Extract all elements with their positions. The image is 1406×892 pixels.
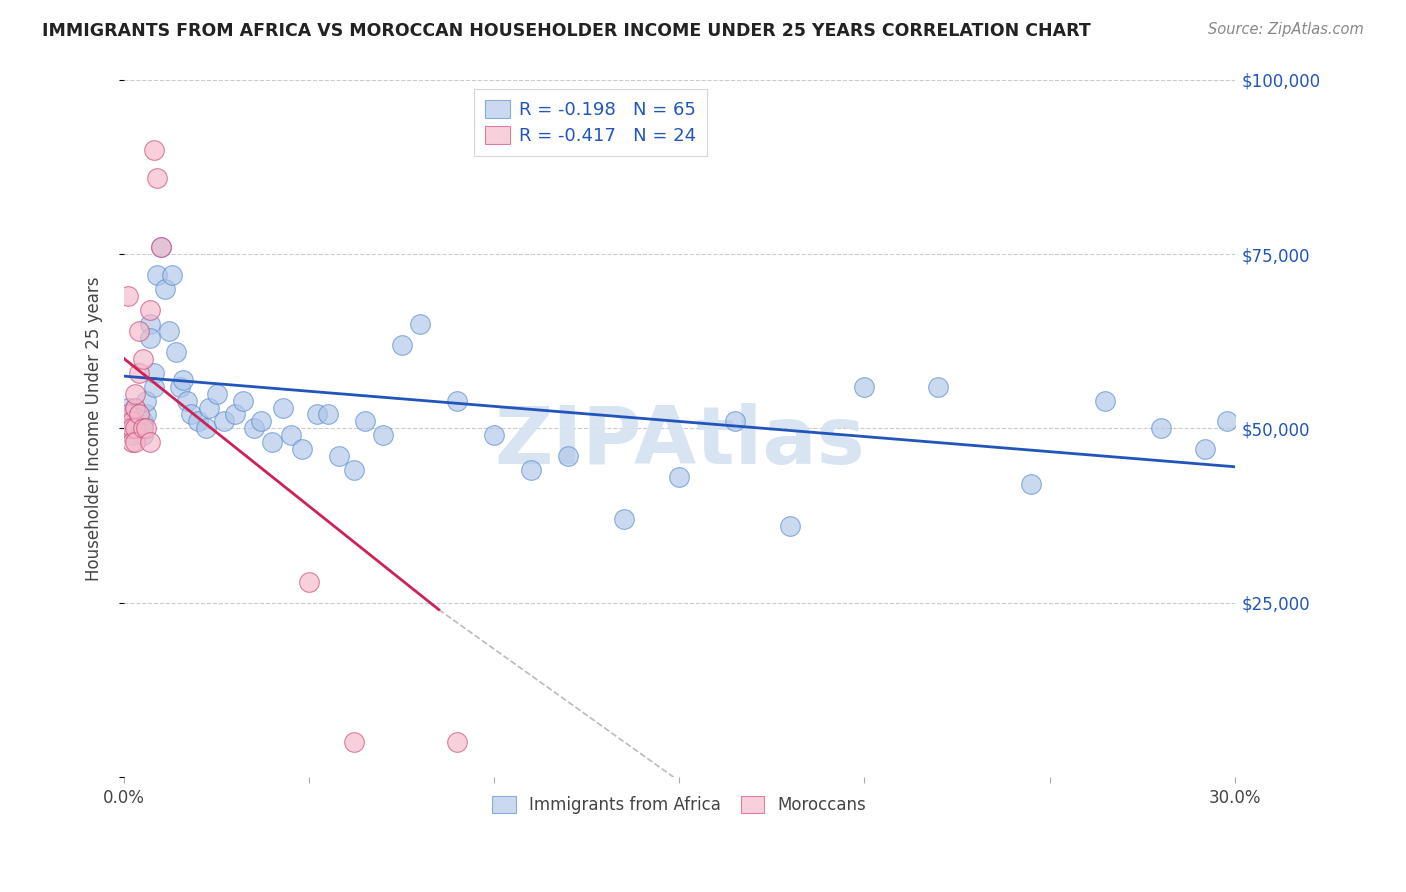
Point: [146, 268, 169, 282]
Point: [169, 379, 191, 393]
Point: [135, 393, 157, 408]
Point: [198, 401, 221, 415]
Point: [242, 421, 264, 435]
Point: [343, 463, 366, 477]
Point: [291, 442, 314, 457]
Point: [250, 414, 273, 428]
Point: [446, 393, 468, 408]
Point: [194, 421, 217, 435]
Point: [124, 401, 146, 415]
Point: [180, 408, 202, 422]
Point: [1149, 421, 1171, 435]
Point: [121, 428, 143, 442]
Point: [298, 574, 321, 589]
Point: [172, 373, 194, 387]
Point: [117, 421, 139, 435]
Point: [124, 421, 146, 435]
Point: [176, 393, 198, 408]
Point: [153, 282, 176, 296]
Point: [139, 317, 162, 331]
Point: [128, 408, 150, 422]
Point: [128, 324, 150, 338]
Point: [391, 338, 413, 352]
Point: [613, 512, 636, 526]
Text: Source: ZipAtlas.com: Source: ZipAtlas.com: [1208, 22, 1364, 37]
Point: [1019, 477, 1042, 491]
Point: [165, 344, 187, 359]
Point: [157, 324, 180, 338]
Point: [668, 470, 690, 484]
Point: [927, 379, 949, 393]
Y-axis label: Householder Income Under 25 years: Householder Income Under 25 years: [86, 277, 103, 581]
Text: ZIPAtlas: ZIPAtlas: [494, 403, 865, 482]
Point: [316, 408, 339, 422]
Point: [232, 393, 254, 408]
Point: [139, 435, 162, 450]
Point: [124, 435, 146, 450]
Point: [135, 421, 157, 435]
Point: [124, 401, 146, 415]
Point: [124, 386, 146, 401]
Point: [187, 414, 209, 428]
Point: [131, 351, 153, 366]
Point: [262, 435, 284, 450]
Point: [124, 414, 146, 428]
Point: [724, 414, 747, 428]
Point: [139, 302, 162, 317]
Point: [1194, 442, 1216, 457]
Point: [162, 268, 184, 282]
Point: [128, 421, 150, 435]
Point: [212, 414, 235, 428]
Point: [224, 408, 246, 422]
Point: [128, 408, 150, 422]
Point: [131, 417, 153, 432]
Point: [117, 414, 139, 428]
Point: [121, 421, 143, 435]
Point: [343, 735, 366, 749]
Point: [135, 408, 157, 422]
Point: [150, 240, 173, 254]
Point: [520, 463, 543, 477]
Point: [280, 428, 302, 442]
Point: [121, 421, 143, 435]
Point: [142, 379, 165, 393]
Point: [131, 421, 153, 435]
Point: [142, 366, 165, 380]
Point: [128, 366, 150, 380]
Point: [328, 450, 350, 464]
Point: [484, 428, 506, 442]
Point: [121, 408, 143, 422]
Point: [353, 414, 375, 428]
Point: [131, 428, 153, 442]
Point: [146, 170, 169, 185]
Point: [305, 408, 328, 422]
Point: [131, 414, 153, 428]
Point: [142, 143, 165, 157]
Point: [373, 428, 395, 442]
Point: [205, 386, 228, 401]
Point: [117, 289, 139, 303]
Point: [139, 331, 162, 345]
Point: [150, 240, 173, 254]
Point: [557, 450, 579, 464]
Point: [117, 401, 139, 415]
Legend: Immigrants from Africa, Moroccans: Immigrants from Africa, Moroccans: [482, 786, 876, 824]
Point: [1216, 414, 1239, 428]
Point: [121, 435, 143, 450]
Point: [124, 417, 146, 432]
Point: [779, 519, 801, 533]
Point: [271, 401, 294, 415]
Text: IMMIGRANTS FROM AFRICA VS MOROCCAN HOUSEHOLDER INCOME UNDER 25 YEARS CORRELATION: IMMIGRANTS FROM AFRICA VS MOROCCAN HOUSE…: [42, 22, 1091, 40]
Point: [409, 317, 432, 331]
Point: [121, 414, 143, 428]
Point: [117, 408, 139, 422]
Point: [853, 379, 876, 393]
Point: [446, 735, 468, 749]
Point: [1094, 393, 1116, 408]
